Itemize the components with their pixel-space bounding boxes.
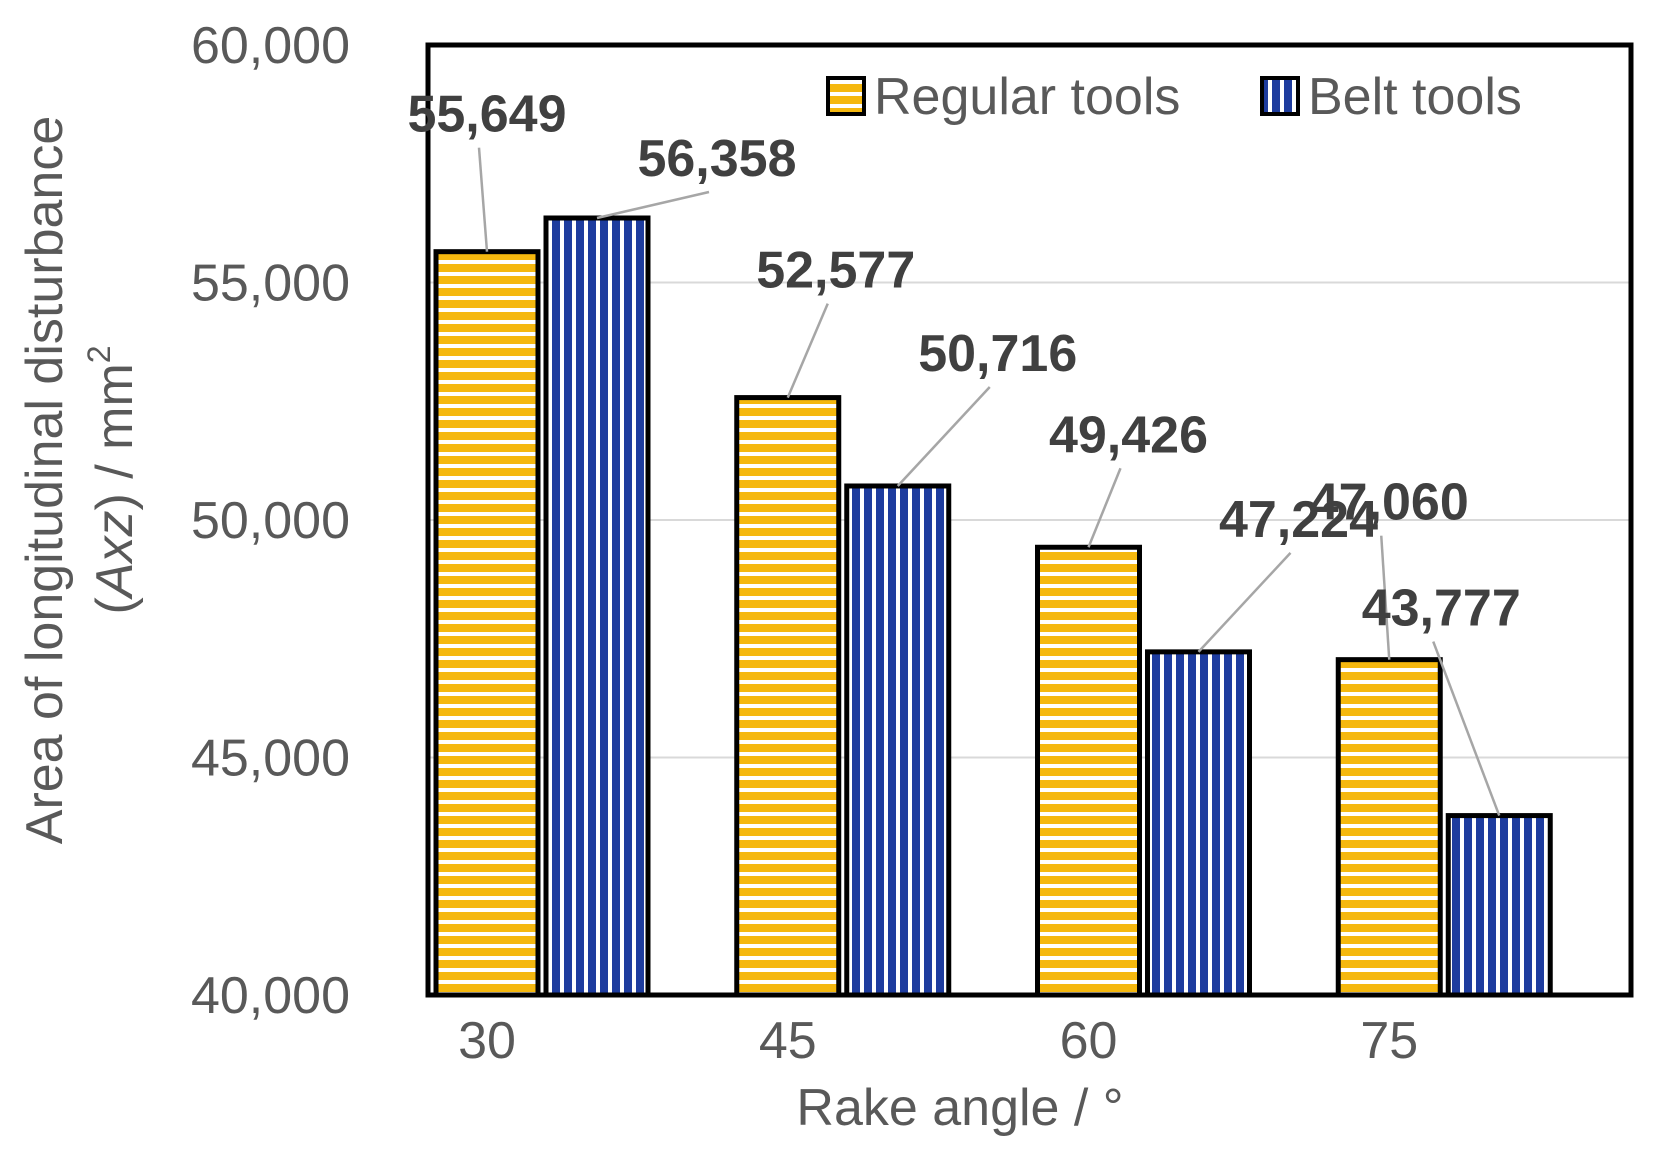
y-axis-tick-labels: 40,000 45,000 50,000 55,000 60,000 bbox=[191, 17, 350, 1025]
bar-regular-tools bbox=[1035, 544, 1142, 998]
legend: Regular tools Belt tools bbox=[826, 68, 1522, 126]
data-label-regular: 52,577 bbox=[756, 242, 915, 300]
data-label-regular: 55,649 bbox=[407, 86, 566, 144]
leader-line bbox=[1432, 641, 1501, 817]
data-label-belt: 56,358 bbox=[637, 130, 796, 188]
x-tick-label: 75 bbox=[1360, 1012, 1418, 1070]
y-axis-title-open: ( bbox=[86, 597, 144, 615]
bar-belt-tools bbox=[844, 483, 952, 998]
y-axis-title-italic: Axz bbox=[86, 511, 144, 601]
bar-regular-tools bbox=[734, 395, 842, 998]
y-tick-label: 50,000 bbox=[191, 492, 350, 550]
data-label-belt: 50,716 bbox=[918, 325, 1077, 383]
legend-swatch-regular bbox=[826, 76, 866, 116]
bar-belt-tools bbox=[1145, 649, 1252, 998]
y-axis-title-sup: 2 bbox=[81, 345, 117, 363]
data-label-belt: 47,224 bbox=[1219, 491, 1378, 549]
leader-line bbox=[477, 147, 489, 252]
bar-belt-tools bbox=[543, 215, 651, 998]
y-tick-label: 40,000 bbox=[191, 967, 350, 1025]
x-axis-tick-labels: 30 45 60 75 bbox=[458, 1012, 1418, 1070]
bar-belt-tools bbox=[1445, 813, 1553, 998]
data-label-regular: 47,060 bbox=[1310, 474, 1469, 532]
leader-line bbox=[1197, 552, 1292, 653]
bar-regular-tools bbox=[1335, 657, 1443, 998]
legend-swatch-belt bbox=[1260, 76, 1300, 116]
y-axis-title-rest: ) / mm bbox=[86, 363, 144, 510]
x-tick-label: 30 bbox=[458, 1012, 516, 1070]
x-tick-label: 45 bbox=[759, 1012, 817, 1070]
leader-lines bbox=[477, 147, 1501, 817]
data-labels: 55,649 52,577 49,426 47,060 56,358 50,716 47,2… bbox=[407, 86, 1520, 638]
data-label-regular: 49,426 bbox=[1049, 406, 1208, 464]
leader-line bbox=[596, 190, 710, 220]
x-axis-title: Rake angle / ° bbox=[796, 1079, 1123, 1137]
bar-regular-tools bbox=[433, 249, 541, 998]
leader-line bbox=[896, 386, 991, 487]
legend-label-belt: Belt tools bbox=[1308, 68, 1522, 126]
leader-line bbox=[1087, 467, 1122, 548]
bars bbox=[433, 215, 1553, 998]
y-axis-title: Area of longitudinal disturbance (Axz) /… bbox=[16, 116, 144, 844]
y-tick-label: 60,000 bbox=[191, 17, 350, 75]
y-tick-label: 45,000 bbox=[191, 730, 350, 788]
plot-frame bbox=[425, 42, 1634, 998]
x-tick-label: 60 bbox=[1060, 1012, 1118, 1070]
y-axis-title-line1: Area of longitudinal disturbance bbox=[16, 116, 74, 844]
leader-line bbox=[1380, 535, 1391, 660]
y-axis-title-line2: (Axz) / mm2 bbox=[81, 345, 144, 614]
legend-label-regular: Regular tools bbox=[874, 68, 1180, 126]
y-tick-label: 55,000 bbox=[191, 255, 350, 313]
data-label-belt: 43,777 bbox=[1362, 580, 1521, 638]
leader-line bbox=[786, 303, 829, 399]
